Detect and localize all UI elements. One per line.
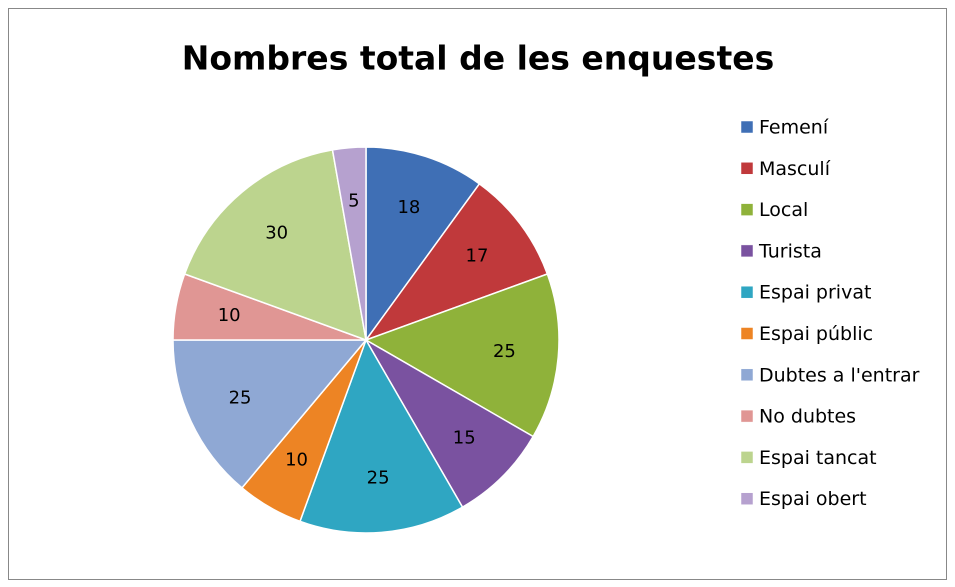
chart-title: Nombres total de les enquestes (182, 39, 775, 78)
legend-label: Espai privat (759, 282, 871, 304)
legend-label: No dubtes (759, 406, 856, 428)
data-label: 10 (285, 449, 308, 470)
pie-slice (363, 337, 535, 509)
legend-swatch (740, 492, 754, 505)
data-label: 25 (229, 388, 252, 409)
legend-label: Espai tancat (759, 447, 877, 469)
legend-swatch (740, 203, 754, 216)
legend-swatch (740, 162, 754, 175)
data-label: 30 (265, 223, 288, 244)
legend-swatch (740, 368, 754, 382)
data-label: 25 (367, 467, 390, 488)
legend-swatch (740, 451, 754, 464)
legend-swatch (740, 327, 754, 340)
data-label: 15 (453, 427, 476, 448)
legend-label: Local (759, 199, 808, 221)
legend-swatch (740, 244, 754, 258)
legend-label: Turista (758, 240, 822, 262)
legend-swatch (740, 285, 754, 299)
legend-label: Espai públic (759, 323, 873, 345)
data-label: 17 (466, 245, 489, 266)
pie-slice (365, 146, 481, 343)
data-label: 5 (348, 191, 359, 212)
data-label: 25 (493, 341, 516, 362)
pie-slice (299, 338, 464, 534)
data-label: 18 (397, 197, 420, 218)
pie-slice (364, 273, 560, 438)
pie-slice (183, 149, 367, 342)
pie-slice (331, 146, 367, 341)
legend-label: Dubtes a l'entrar (759, 364, 920, 386)
legend-swatch (740, 409, 754, 423)
legend-label: Femení (759, 117, 829, 139)
legend-label: Espai obert (759, 488, 867, 510)
legend-swatch (740, 120, 754, 134)
pie-slice (363, 182, 549, 342)
pie-slice (172, 339, 368, 489)
data-label: 10 (218, 305, 241, 326)
legend-label: Masculí (759, 158, 831, 180)
